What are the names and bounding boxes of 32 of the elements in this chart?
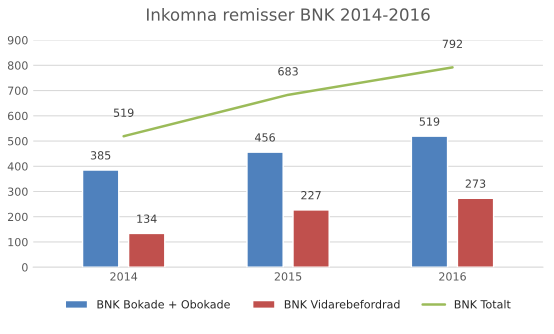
y-tick-label: 600	[8, 112, 28, 120]
y-tick-label: 100	[8, 238, 28, 246]
x-tick-label: 2014	[110, 272, 138, 281]
y-tick-label: 900	[8, 36, 28, 44]
data-label: 519	[114, 108, 134, 117]
data-label: 456	[255, 133, 275, 142]
legend-label: BNK Vidarebefordrad	[284, 300, 400, 309]
y-tick-label: 0	[22, 263, 28, 272]
data-label: 385	[90, 151, 110, 160]
bar	[292, 209, 330, 268]
bar	[410, 136, 448, 268]
data-label: 683	[278, 67, 298, 76]
bar	[246, 151, 284, 268]
data-label: 134	[137, 214, 157, 223]
data-label: 519	[420, 117, 440, 126]
data-label: 227	[301, 191, 321, 200]
chart-title: Inkomna remisser BNK 2014-2016	[147, 8, 430, 21]
x-tick-label: 2016	[439, 272, 466, 281]
bar	[456, 198, 494, 268]
y-tick-label: 500	[8, 136, 28, 146]
data-label: 792	[442, 40, 462, 48]
y-tick-label: 400	[8, 162, 28, 171]
x-tick-label: 2015	[274, 272, 302, 281]
legend-label: BNK Bokade + Obokade	[98, 300, 230, 309]
y-tick-label: 200	[8, 212, 28, 222]
data-label: 273	[466, 179, 486, 188]
legend-label: BNK Totalt	[454, 300, 511, 309]
y-tick-label: 800	[8, 61, 28, 70]
y-tick-label: 700	[8, 86, 28, 95]
y-tick-label: 300	[8, 187, 28, 196]
bar	[82, 169, 120, 268]
bar	[128, 232, 166, 268]
